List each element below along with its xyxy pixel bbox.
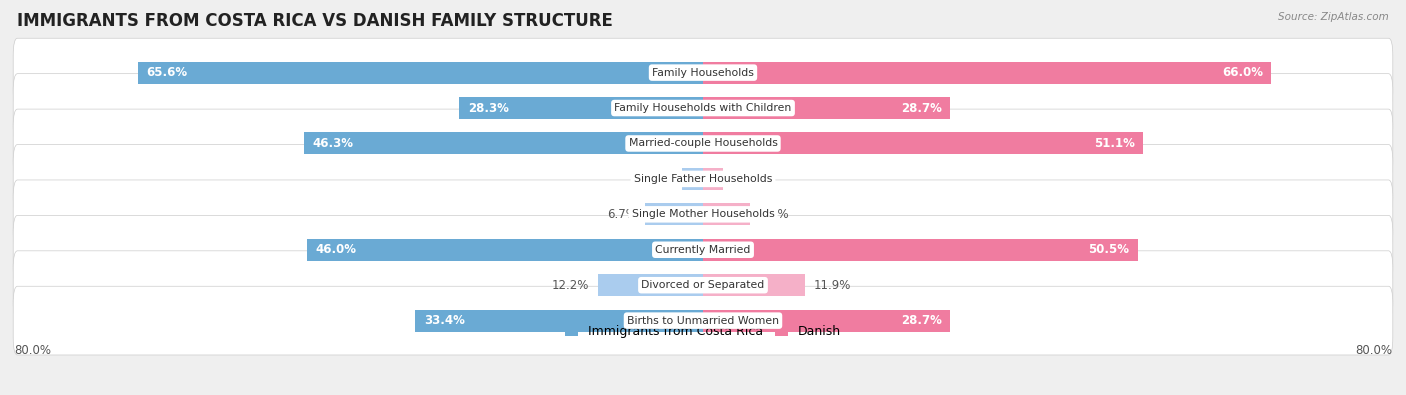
Bar (138, 62, 703, 84)
Bar (703, 132, 1143, 154)
Text: Source: ZipAtlas.com: Source: ZipAtlas.com (1278, 12, 1389, 22)
FancyBboxPatch shape (13, 109, 1393, 178)
Bar (682, 168, 703, 190)
Text: 6.7%: 6.7% (607, 208, 637, 221)
Bar (703, 310, 950, 332)
Text: Currently Married: Currently Married (655, 245, 751, 255)
FancyBboxPatch shape (13, 74, 1393, 143)
FancyBboxPatch shape (13, 251, 1393, 320)
Text: 5.5%: 5.5% (759, 208, 789, 221)
FancyBboxPatch shape (13, 215, 1393, 284)
Text: 28.3%: 28.3% (468, 102, 509, 115)
Text: Family Households: Family Households (652, 68, 754, 77)
FancyBboxPatch shape (13, 286, 1393, 355)
Bar (415, 310, 703, 332)
Bar (703, 203, 751, 225)
Bar (703, 274, 806, 296)
Text: 2.3%: 2.3% (731, 172, 761, 185)
Bar (703, 239, 1137, 261)
Text: Married-couple Households: Married-couple Households (628, 139, 778, 149)
Text: 11.9%: 11.9% (814, 279, 852, 292)
Bar (598, 274, 703, 296)
Bar (304, 132, 703, 154)
FancyBboxPatch shape (13, 180, 1393, 249)
Bar (645, 203, 703, 225)
Text: 46.3%: 46.3% (314, 137, 354, 150)
Bar (460, 97, 703, 119)
Bar (703, 168, 723, 190)
Text: Family Households with Children: Family Households with Children (614, 103, 792, 113)
Text: Single Mother Households: Single Mother Households (631, 209, 775, 219)
Text: 2.4%: 2.4% (644, 172, 673, 185)
Text: 12.2%: 12.2% (553, 279, 589, 292)
Text: 66.0%: 66.0% (1222, 66, 1263, 79)
Text: 46.0%: 46.0% (315, 243, 357, 256)
Bar (703, 97, 950, 119)
Text: Divorced or Separated: Divorced or Separated (641, 280, 765, 290)
FancyBboxPatch shape (13, 145, 1393, 213)
Text: 33.4%: 33.4% (425, 314, 465, 327)
Text: 51.1%: 51.1% (1094, 137, 1135, 150)
Text: 65.6%: 65.6% (146, 66, 188, 79)
Legend: Immigrants from Costa Rica, Danish: Immigrants from Costa Rica, Danish (560, 320, 846, 343)
Bar (703, 62, 1271, 84)
Bar (307, 239, 703, 261)
Text: 80.0%: 80.0% (1355, 344, 1392, 357)
Text: 28.7%: 28.7% (901, 102, 942, 115)
FancyBboxPatch shape (13, 38, 1393, 107)
Text: IMMIGRANTS FROM COSTA RICA VS DANISH FAMILY STRUCTURE: IMMIGRANTS FROM COSTA RICA VS DANISH FAM… (17, 12, 613, 30)
Text: Single Father Households: Single Father Households (634, 174, 772, 184)
Text: 50.5%: 50.5% (1088, 243, 1129, 256)
Text: 80.0%: 80.0% (14, 344, 51, 357)
Text: 28.7%: 28.7% (901, 314, 942, 327)
Text: Births to Unmarried Women: Births to Unmarried Women (627, 316, 779, 325)
